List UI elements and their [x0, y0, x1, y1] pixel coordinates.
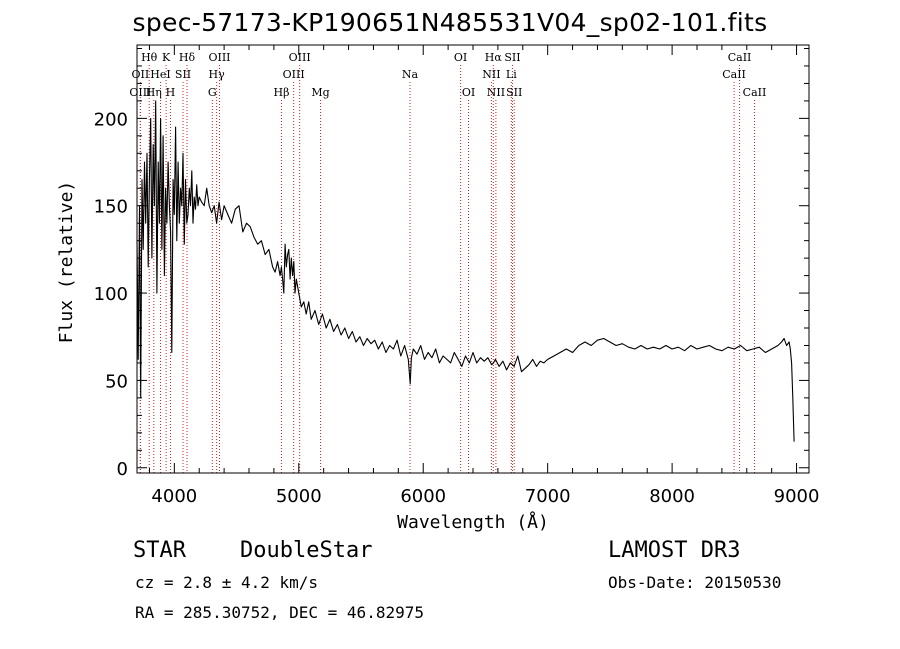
spectral-line-label: Hη	[146, 86, 162, 99]
y-axis-label: Flux (relative)	[56, 181, 77, 344]
spectral-line-label: H	[166, 86, 176, 99]
y-tick-label: 200	[94, 109, 128, 130]
survey-label: LAMOST DR3	[608, 538, 741, 563]
x-tick-label: 4000	[151, 486, 197, 507]
spectral-line-label: Hβ	[274, 86, 290, 99]
x-tick-label: 9000	[774, 486, 820, 507]
radec-text: RA = 285.30752, DEC = 46.82975	[135, 603, 424, 622]
spectral-line-label: K	[162, 51, 171, 64]
redshift-text: cz = 2.8 ± 4.2 km/s	[135, 573, 319, 592]
spectral-line-label: Hγ	[209, 68, 226, 81]
obs-date-text: Obs-Date: 20150530	[608, 573, 782, 592]
spectral-line-label: OIII	[289, 51, 311, 64]
spectral-line-label: HeI	[150, 68, 170, 81]
object-subclass: DoubleStar	[240, 538, 373, 563]
spectral-line-label: OI	[454, 51, 467, 64]
x-axis-label: Wavelength (Å)	[397, 511, 549, 533]
spectral-line-label: OIII	[208, 51, 230, 64]
spectral-line-label: OIII	[283, 68, 305, 81]
x-tick-label: 5000	[276, 486, 322, 507]
spectral-line-label: NII	[487, 86, 505, 99]
spectral-line-label: SII	[175, 68, 191, 81]
y-tick-label: 150	[94, 197, 128, 218]
spectral-line-label: OI	[462, 86, 475, 99]
spectral-line-label: G	[208, 86, 217, 99]
spectral-line-label: CaII	[743, 86, 767, 99]
spectral-line-label: Na	[402, 68, 419, 81]
y-tick-label: 0	[117, 459, 128, 480]
spectral-line-label: Hθ	[141, 51, 158, 64]
y-tick-label: 100	[94, 284, 128, 305]
x-tick-label: 7000	[525, 486, 571, 507]
spectral-line-label: Mg	[311, 86, 329, 99]
x-tick-label: 8000	[649, 486, 695, 507]
chart-title: spec-57173-KP190651N485531V04_sp02-101.f…	[132, 8, 768, 37]
spectral-line-label: CaII	[722, 68, 746, 81]
spectral-line-label: OII	[132, 68, 150, 81]
object-class: STAR	[133, 538, 186, 563]
spectral-line-label: CaII	[728, 51, 752, 64]
spectral-line-label: Hδ	[179, 51, 196, 64]
y-tick-label: 50	[105, 371, 128, 392]
spectral-line-label: SII	[506, 86, 522, 99]
spectral-line-label: Li	[506, 68, 517, 81]
x-tick-label: 6000	[400, 486, 446, 507]
spectral-line-label: NII	[482, 68, 500, 81]
spectral-line-label: SII	[504, 51, 520, 64]
spectrum-series-line	[136, 100, 795, 442]
spectrum-chart: Hθ OII OIII K HeI Hη Hδ SII H OIII Hγ G Hβ OIII OIII Mg…	[56, 44, 820, 533]
spectral-line-label: OIII	[129, 86, 151, 99]
spectral-line-label: Hα	[485, 51, 503, 64]
plot-frame	[136, 44, 810, 474]
